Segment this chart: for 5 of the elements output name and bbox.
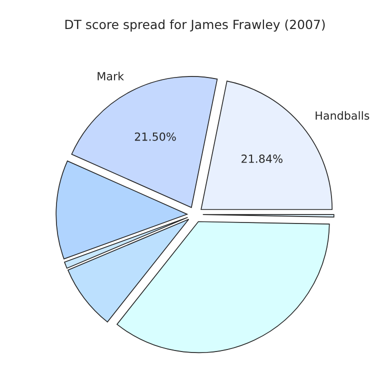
- slice-label: Mark: [98, 72, 124, 80]
- data-label: 21.84%: [242, 154, 282, 163]
- data-label: 21.50%: [134, 132, 176, 141]
- chart-title: DT score spread for James Frawley (2007): [65, 20, 325, 32]
- slice-label: Handballs: [316, 111, 370, 120]
